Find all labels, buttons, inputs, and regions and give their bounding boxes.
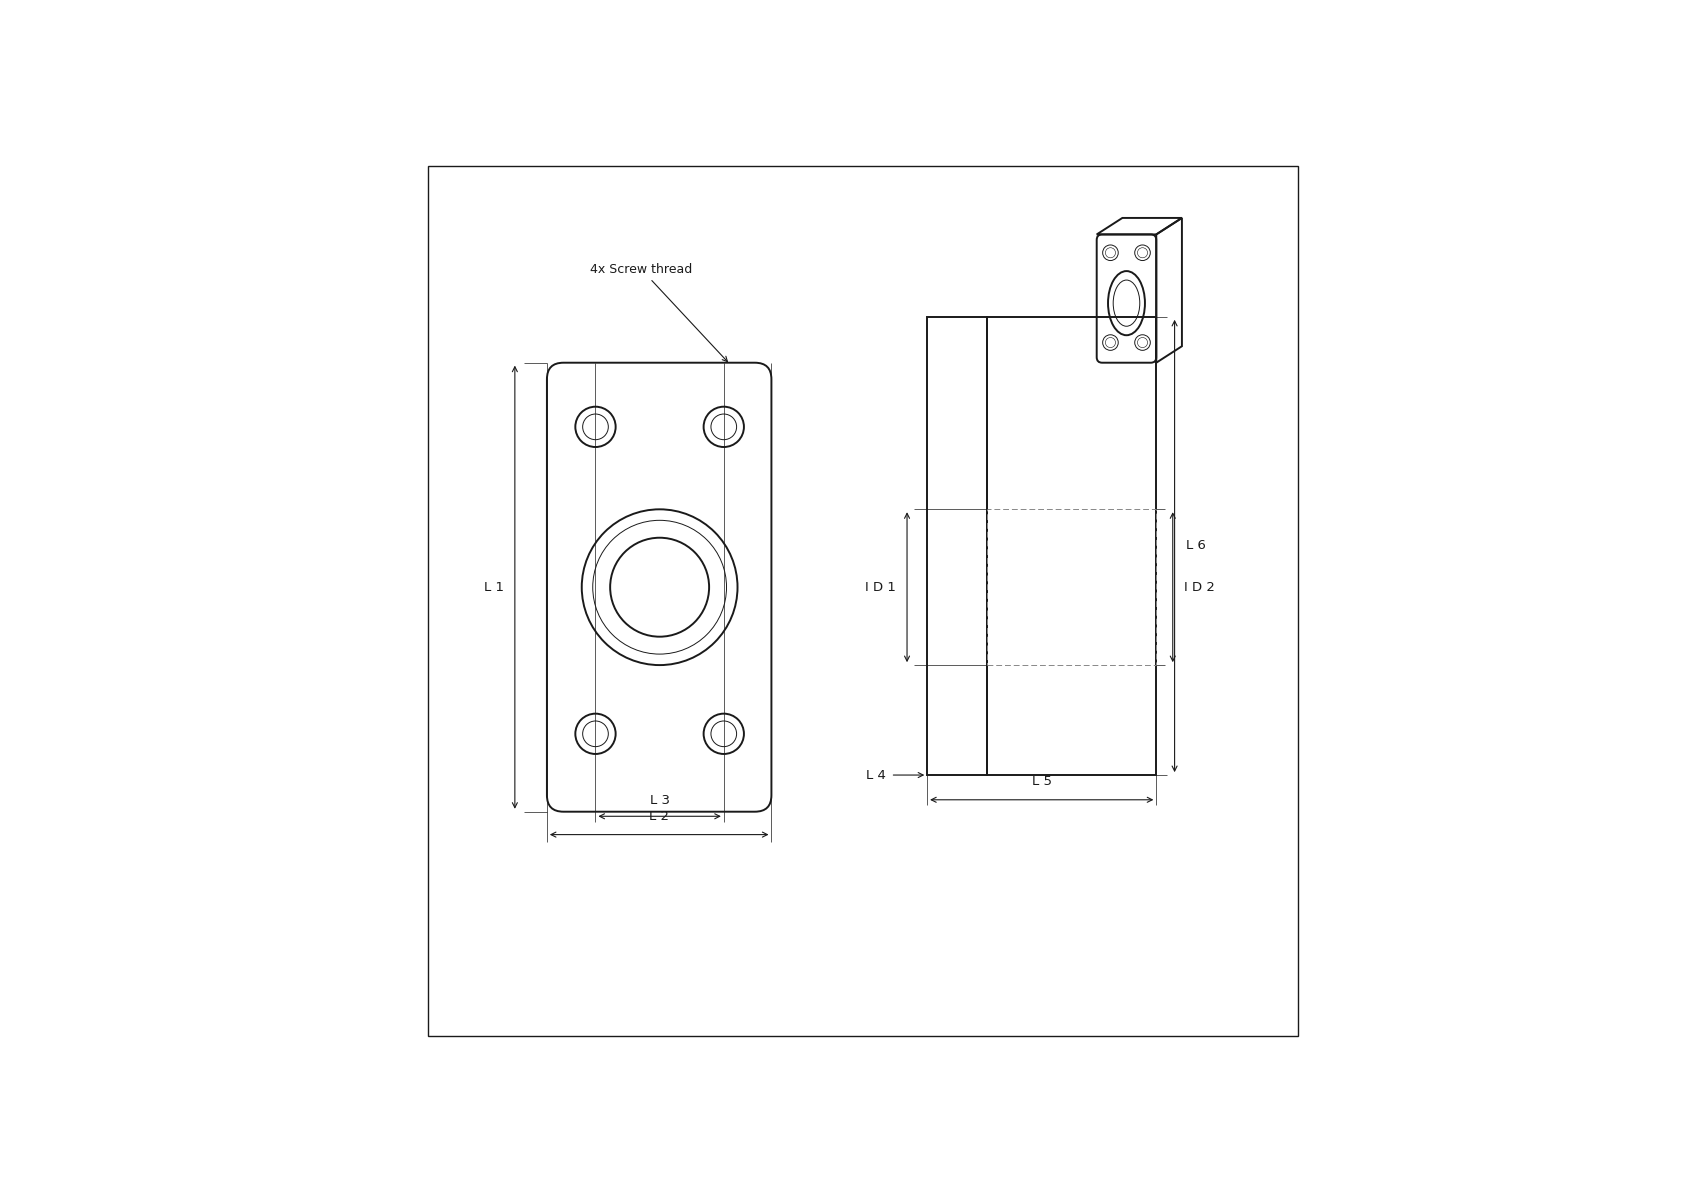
Bar: [928, 317, 987, 775]
Text: L 4: L 4: [866, 769, 886, 782]
Text: L 6: L 6: [1186, 539, 1206, 552]
Bar: [987, 317, 1157, 775]
Text: L 1: L 1: [483, 581, 504, 594]
Text: L 3: L 3: [650, 794, 670, 807]
Text: I D 1: I D 1: [866, 581, 896, 594]
Text: L 2: L 2: [648, 809, 669, 822]
Text: I D 2: I D 2: [1184, 581, 1214, 594]
Text: L 5: L 5: [1032, 775, 1052, 788]
Text: 4x Screw thread: 4x Screw thread: [589, 263, 727, 362]
Bar: [987, 509, 1157, 665]
